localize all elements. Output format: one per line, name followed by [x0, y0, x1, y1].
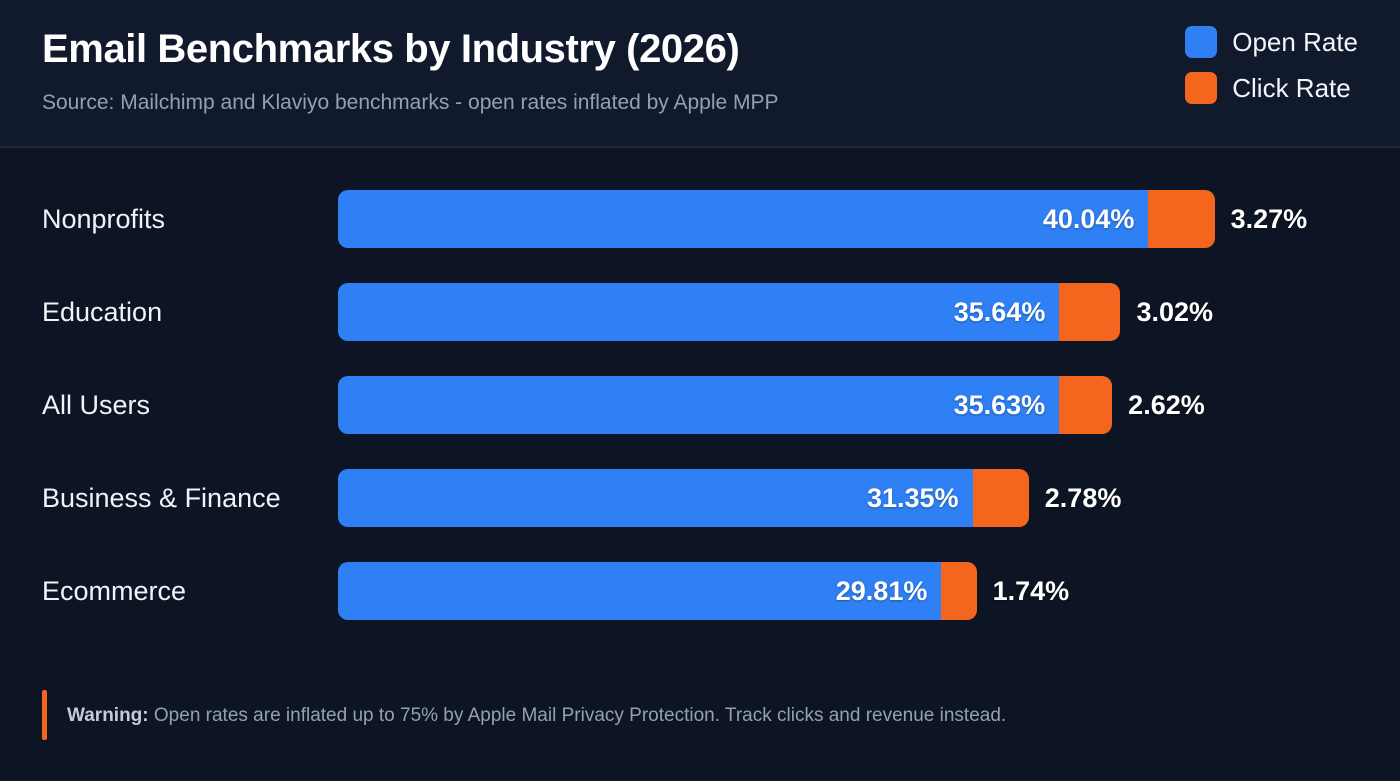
click-rate-value-label: 3.27%	[1230, 204, 1308, 234]
legend-swatch-open-rate	[1185, 26, 1218, 58]
bar-segment-open-rate[interactable]: 29.81%	[338, 562, 942, 620]
bar-segment-click-rate[interactable]	[1148, 190, 1215, 248]
chart-legend: Open Rate Click Rate	[1185, 26, 1358, 104]
legend-item-label: Open Rate	[1232, 27, 1358, 57]
stacked-bar[interactable]: 31.35%	[338, 469, 1029, 527]
bar-segment-click-rate[interactable]	[1059, 376, 1113, 434]
warning-prefix: Warning:	[67, 704, 149, 726]
category-label: Education	[42, 297, 163, 327]
open-rate-value-label: 40.04%	[1042, 203, 1135, 234]
bar-segment-open-rate[interactable]: 31.35%	[338, 469, 973, 527]
open-rate-value-label: 35.64%	[953, 296, 1046, 327]
category-label: Business & Finance	[42, 483, 281, 513]
bar-segment-open-rate[interactable]: 40.04%	[338, 190, 1149, 248]
category-label: Ecommerce	[42, 576, 187, 606]
open-rate-value-label: 35.63%	[953, 389, 1046, 420]
warning-accent-bar	[42, 690, 47, 740]
stacked-bar[interactable]: 35.63%	[338, 376, 1113, 434]
legend-item[interactable]: Open Rate	[1185, 26, 1358, 58]
stacked-bar[interactable]: 29.81%	[338, 562, 977, 620]
warning-note: Warning: Open rates are inflated up to 7…	[42, 690, 1006, 740]
click-rate-value-label: 2.78%	[1044, 483, 1122, 513]
warning-body: Open rates are inflated up to 75% by App…	[148, 704, 1007, 726]
chart-bar-row: Nonprofits 40.04% 3.27%	[0, 190, 1400, 248]
chart-subtitle: Source: Mailchimp and Klaviyo benchmarks…	[42, 91, 779, 114]
stacked-bar[interactable]: 35.64%	[338, 283, 1121, 341]
chart-header: Email Benchmarks by Industry (2026) Sour…	[0, 0, 1400, 148]
bar-segment-open-rate[interactable]: 35.63%	[338, 376, 1060, 434]
warning-text: Warning: Open rates are inflated up to 7…	[67, 706, 1006, 725]
click-rate-value-label: 2.62%	[1128, 390, 1205, 420]
legend-swatch-click-rate	[1185, 72, 1218, 104]
stacked-bar[interactable]: 40.04%	[338, 190, 1215, 248]
bar-segment-click-rate[interactable]	[941, 562, 977, 620]
bar-segment-open-rate[interactable]: 35.64%	[338, 283, 1060, 341]
chart-title: Email Benchmarks by Industry (2026)	[42, 27, 740, 71]
chart-bar-row: Business & Finance 31.35% 2.78%	[0, 469, 1400, 527]
chart-bar-row: Ecommerce 29.81% 1.74%	[0, 562, 1400, 620]
bar-segment-click-rate[interactable]	[972, 469, 1029, 527]
legend-item-label: Click Rate	[1232, 73, 1351, 103]
open-rate-value-label: 31.35%	[866, 482, 959, 513]
legend-item[interactable]: Click Rate	[1185, 72, 1351, 104]
category-label: Nonprofits	[42, 204, 166, 234]
chart-bar-row: All Users 35.63% 2.62%	[0, 376, 1400, 434]
chart-bar-row: Education 35.64% 3.02%	[0, 283, 1400, 341]
chart-plot-area: Nonprofits 40.04% 3.27% Education 35.64% 3.02…	[0, 148, 1400, 643]
click-rate-value-label: 3.02%	[1136, 297, 1214, 327]
open-rate-value-label: 29.81%	[835, 575, 928, 606]
category-label: All Users	[42, 390, 151, 420]
click-rate-value-label: 1.74%	[992, 576, 1070, 606]
bar-segment-click-rate[interactable]	[1059, 283, 1121, 341]
